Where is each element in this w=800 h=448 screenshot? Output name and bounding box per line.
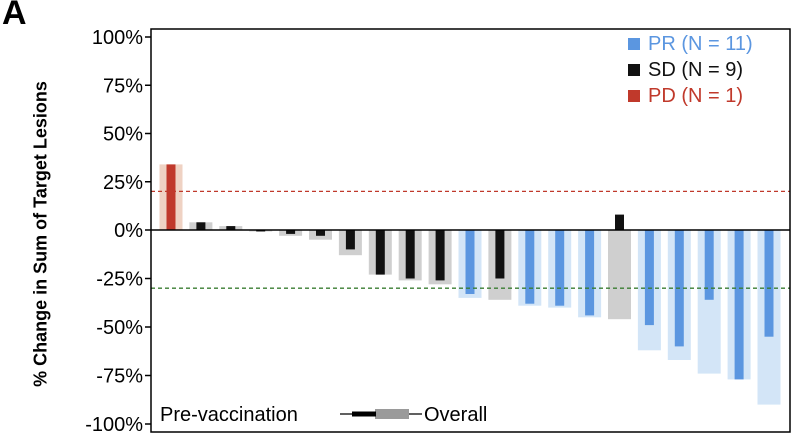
pre-vaccination-bar <box>585 230 595 316</box>
pre-vaccination-bar <box>555 230 565 306</box>
overall-bars <box>159 164 781 405</box>
y-tick-label: 0% <box>114 220 143 242</box>
pre-vaccination-bar <box>166 164 176 230</box>
y-tick-label: -25% <box>96 269 143 291</box>
pre-vaccination-bar <box>615 214 624 230</box>
reference-lines <box>151 190 790 289</box>
y-tick-label: 100% <box>92 27 143 49</box>
y-tick-label: 25% <box>103 172 143 194</box>
pre-vaccination-bar <box>375 230 385 275</box>
legend-label: PD (N = 1) <box>648 85 743 107</box>
bar-legend-pre-label: Pre-vaccination <box>160 404 298 426</box>
pre-vaccination-bar <box>525 230 535 304</box>
bar-legend-pre-swatch <box>352 411 376 417</box>
legend-swatch <box>628 64 640 76</box>
pre-vaccination-bar <box>644 230 654 326</box>
pre-vaccination-bar <box>196 222 206 230</box>
y-tick-label: -75% <box>96 366 143 388</box>
pre-vaccination-bar <box>704 230 714 300</box>
overall-bar <box>697 230 721 374</box>
y-tick-label: 50% <box>103 124 143 146</box>
y-tick-label: -100% <box>85 414 143 436</box>
pre-vaccination-bar <box>316 230 325 236</box>
pre-vaccination-bar <box>495 230 505 279</box>
bar-legend-overall-swatch <box>375 409 409 419</box>
pre-vaccination-bar <box>405 230 415 279</box>
legend: PR (N = 11) SD (N = 9) PD (N = 1) <box>628 33 753 107</box>
bar-legend: Pre-vaccination Overall <box>160 404 487 426</box>
pre-vaccination-bar <box>734 230 744 380</box>
legend-swatch <box>628 38 640 50</box>
pre-vaccination-bar <box>286 230 296 234</box>
legend-label: SD (N = 9) <box>648 59 743 81</box>
legend-swatch <box>628 90 640 102</box>
pre-vaccination-bar <box>345 230 355 250</box>
pre-vaccination-bar <box>465 230 475 294</box>
bar-legend-overall-label: Overall <box>424 404 487 426</box>
pre-vaccination-bar <box>226 226 236 230</box>
y-tick-label: -50% <box>96 317 143 339</box>
pre-vaccination-bar <box>764 230 774 337</box>
overall-bar <box>608 230 631 320</box>
pre-vaccination-bar <box>435 230 445 281</box>
legend-label: PR (N = 11) <box>648 33 753 55</box>
y-tick-label: 75% <box>103 75 143 97</box>
y-ticks: 100% 75% 50% 25% 0% -25% -50% -75% -100% <box>85 27 151 436</box>
panel-label: A <box>2 0 27 32</box>
